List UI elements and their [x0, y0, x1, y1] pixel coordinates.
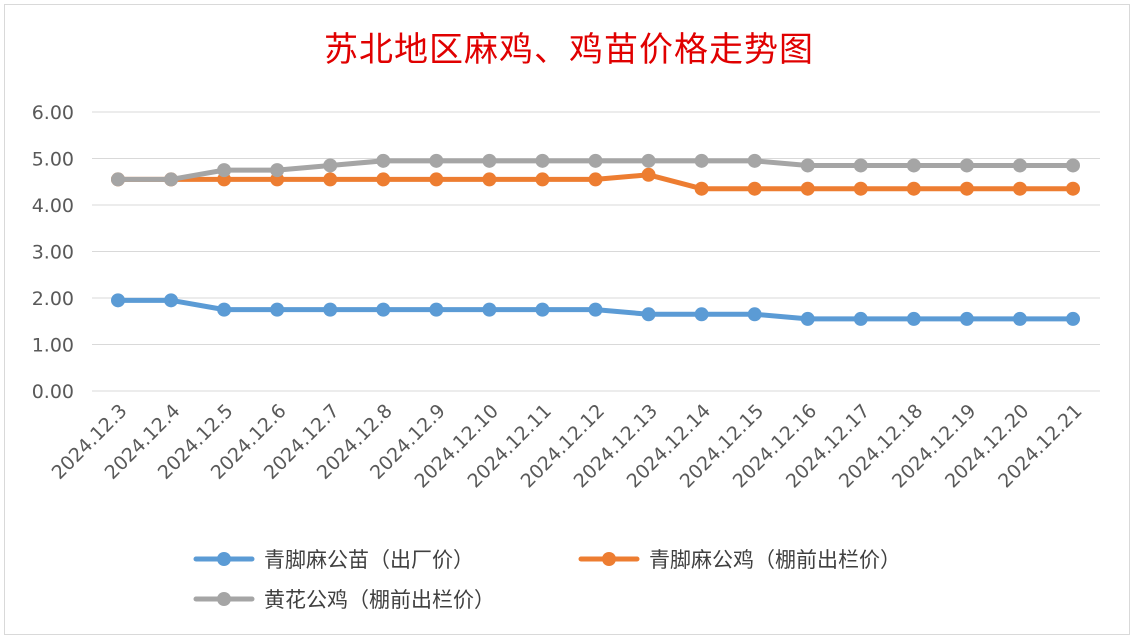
data-point-1	[906, 311, 921, 326]
y-tick-label: 5.00	[32, 149, 74, 171]
data-point-2	[641, 167, 656, 182]
data-point-3	[1012, 158, 1027, 173]
data-point-2	[323, 172, 338, 187]
data-point-2	[959, 181, 974, 196]
y-tick-label: 6.00	[32, 102, 74, 124]
data-point-2	[588, 172, 603, 187]
data-point-2	[853, 181, 868, 196]
data-point-2	[1012, 181, 1027, 196]
data-point-1	[959, 311, 974, 326]
data-point-1	[1012, 311, 1027, 326]
data-point-3	[164, 172, 179, 187]
data-point-3	[376, 153, 391, 168]
data-point-3	[535, 153, 550, 168]
data-point-3	[641, 153, 656, 168]
data-point-1	[270, 302, 285, 317]
chart-title: 苏北地区麻鸡、鸡苗价格走势图	[324, 30, 814, 70]
y-tick-label: 0.00	[32, 381, 74, 403]
data-point-3	[217, 163, 232, 178]
y-tick-label: 2.00	[32, 288, 74, 310]
data-point-3	[694, 153, 709, 168]
data-point-3	[800, 158, 815, 173]
legend-swatch-marker	[217, 552, 231, 566]
data-point-1	[535, 302, 550, 317]
data-point-1	[1066, 311, 1080, 326]
data-point-1	[111, 293, 125, 308]
data-point-2	[482, 172, 497, 187]
data-point-1	[747, 307, 762, 322]
data-point-3	[429, 153, 444, 168]
data-point-3	[1066, 158, 1080, 173]
data-point-3	[270, 163, 285, 178]
data-point-2	[535, 172, 550, 187]
data-point-1	[482, 302, 497, 317]
legend-label: 青脚麻公鸡（棚前出栏价）	[649, 548, 901, 572]
legend-swatch-marker	[602, 552, 616, 566]
data-point-2	[800, 181, 815, 196]
data-point-3	[323, 158, 338, 173]
data-point-3	[959, 158, 974, 173]
data-point-2	[694, 181, 709, 196]
data-point-1	[694, 307, 709, 322]
data-point-1	[429, 302, 444, 317]
legend-swatch-marker	[217, 592, 231, 606]
data-point-1	[588, 302, 603, 317]
data-point-3	[111, 172, 125, 187]
data-point-2	[1066, 181, 1080, 196]
data-point-2	[376, 172, 391, 187]
data-point-1	[323, 302, 338, 317]
data-point-3	[482, 153, 497, 168]
data-point-2	[747, 181, 762, 196]
data-point-3	[588, 153, 603, 168]
y-tick-label: 4.00	[32, 195, 74, 217]
data-point-1	[853, 311, 868, 326]
data-point-1	[641, 307, 656, 322]
data-point-1	[800, 311, 815, 326]
data-point-1	[164, 293, 179, 308]
data-point-1	[376, 302, 391, 317]
data-point-2	[429, 172, 444, 187]
legend-label: 青脚麻公苗（出厂价）	[264, 548, 474, 572]
data-point-1	[217, 302, 232, 317]
data-point-3	[853, 158, 868, 173]
legend-label: 黄花公鸡（棚前出栏价）	[264, 588, 495, 612]
data-point-2	[906, 181, 921, 196]
data-point-3	[747, 153, 762, 168]
y-tick-label: 1.00	[32, 335, 74, 357]
y-tick-label: 3.00	[32, 242, 74, 264]
data-point-3	[906, 158, 921, 173]
